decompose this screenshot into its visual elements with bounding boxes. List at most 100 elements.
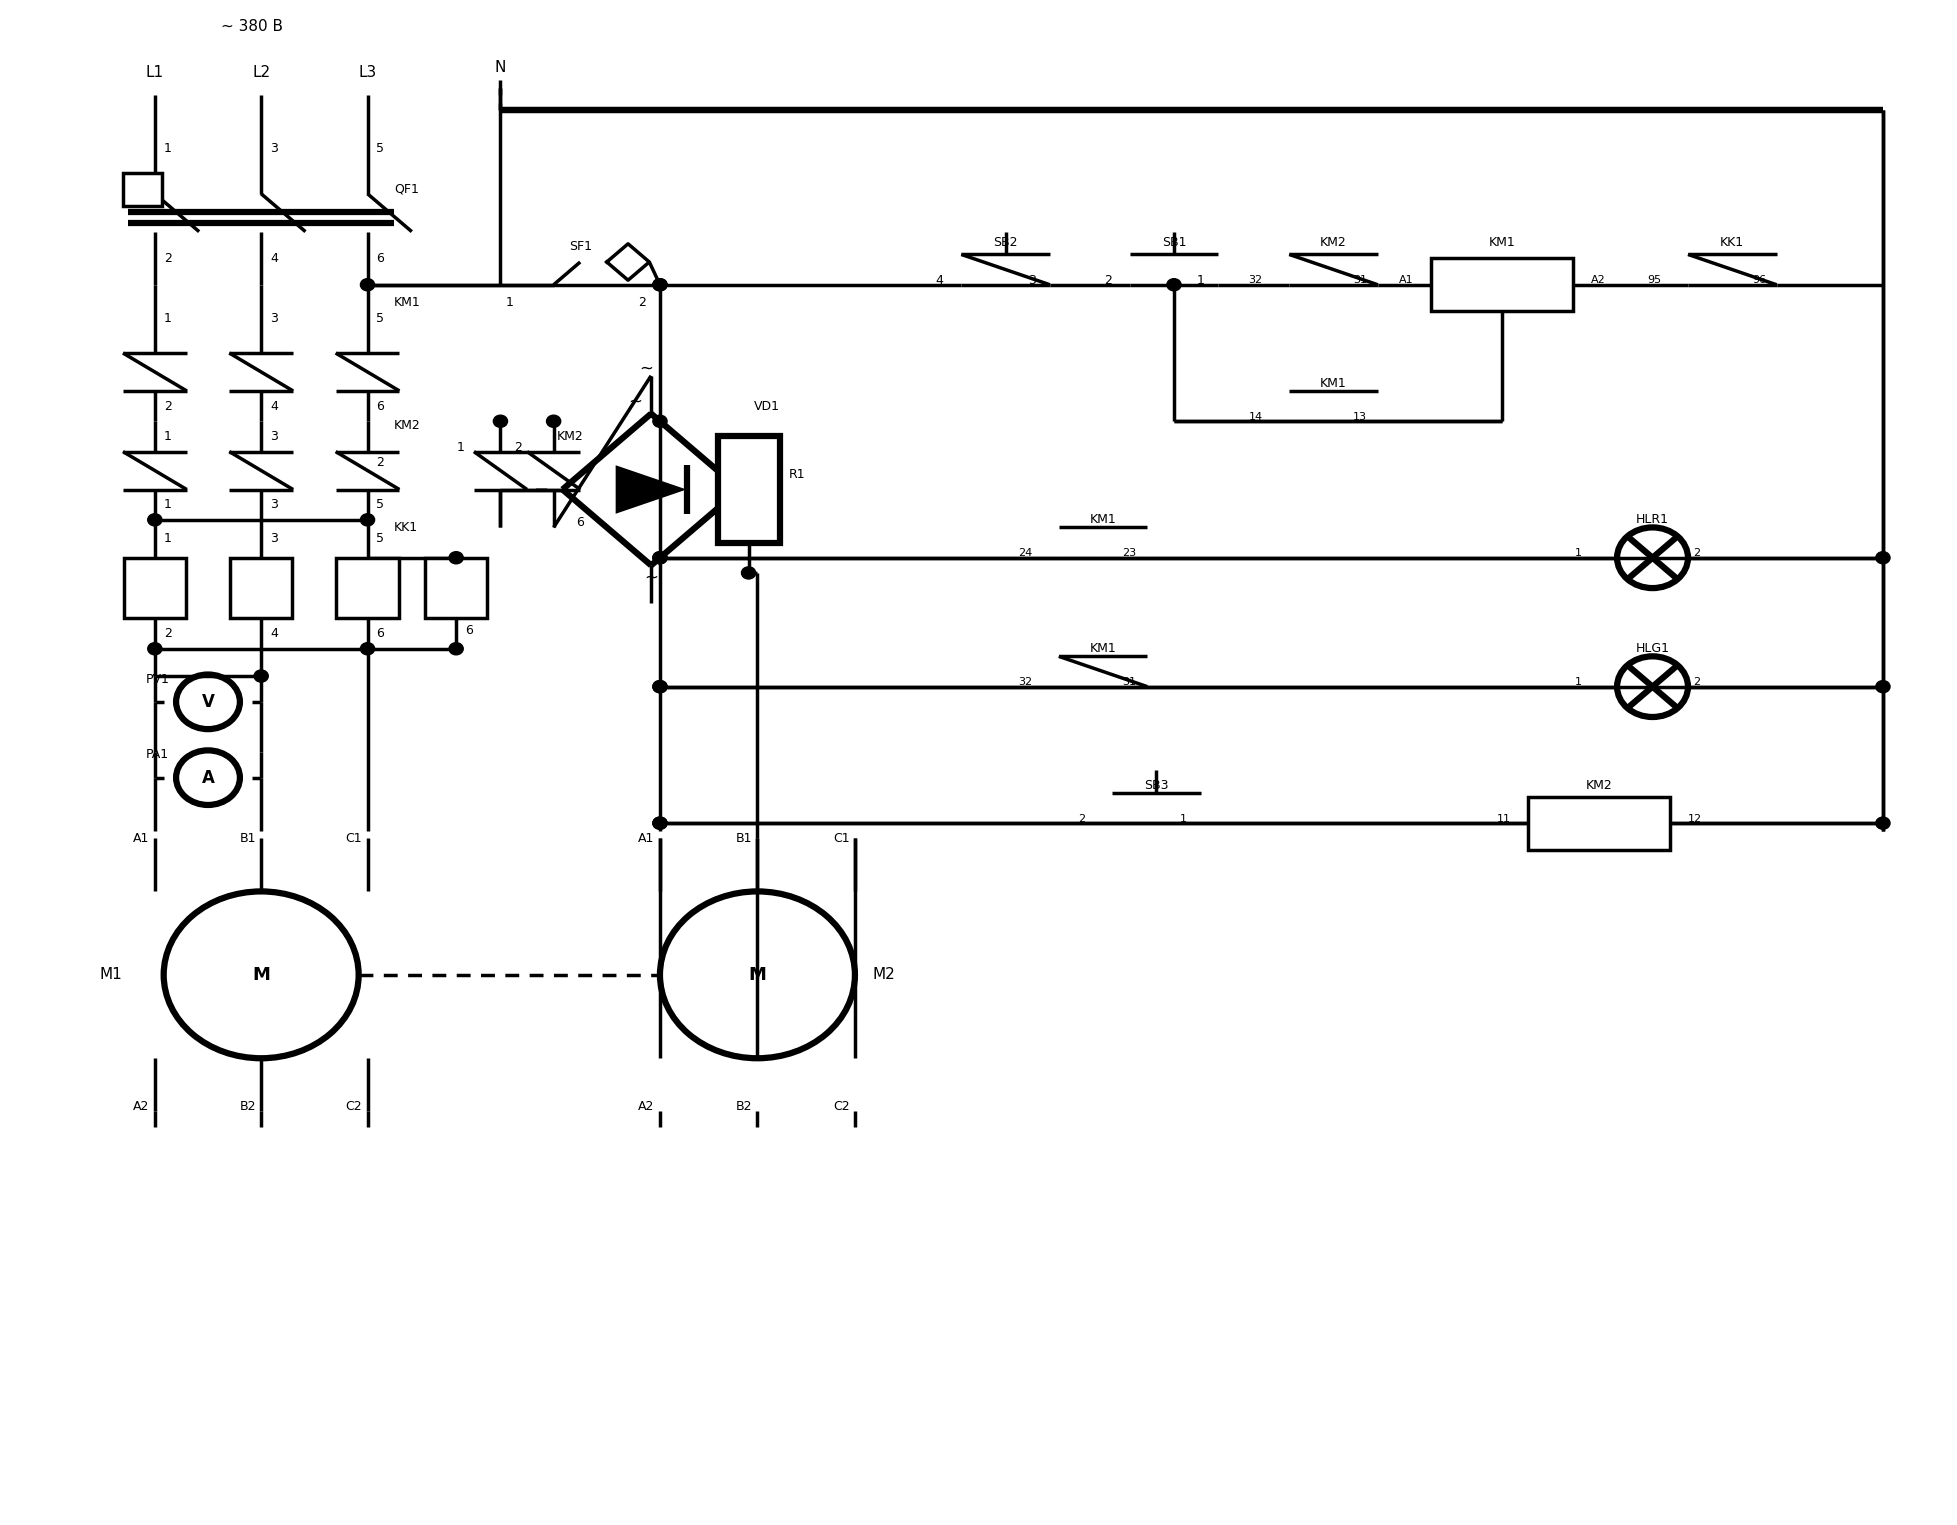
Text: 2: 2 (515, 441, 523, 453)
Text: 5: 5 (376, 499, 384, 511)
Circle shape (254, 669, 268, 682)
Circle shape (546, 415, 560, 427)
Circle shape (448, 552, 464, 564)
Text: 2: 2 (1078, 814, 1084, 824)
Text: 3: 3 (270, 532, 278, 546)
Bar (716, 436, 779, 543)
Text: 1: 1 (1573, 677, 1581, 688)
Text: 1: 1 (164, 142, 172, 154)
Text: 1: 1 (164, 532, 172, 546)
Text: B1: B1 (239, 831, 256, 845)
Circle shape (652, 680, 667, 692)
Text: KM1: KM1 (1090, 642, 1115, 656)
Circle shape (1875, 817, 1889, 830)
Text: 5: 5 (429, 558, 436, 572)
Text: KM1: KM1 (1487, 236, 1515, 249)
Text: 6: 6 (376, 627, 384, 640)
Text: C2: C2 (832, 1100, 849, 1113)
Text: ~: ~ (644, 569, 658, 587)
Text: 5: 5 (376, 313, 384, 325)
Text: KM2: KM2 (393, 419, 421, 432)
Text: 6: 6 (376, 252, 384, 265)
Circle shape (652, 817, 667, 830)
Text: B2: B2 (736, 1100, 751, 1113)
Text: SB1: SB1 (1161, 236, 1186, 249)
Text: L3: L3 (358, 66, 376, 79)
Circle shape (147, 642, 162, 654)
Text: KM2: KM2 (558, 430, 583, 442)
Circle shape (652, 279, 667, 291)
Text: PA1: PA1 (147, 749, 168, 761)
Bar (123, 558, 186, 619)
Text: KM1: KM1 (1319, 377, 1346, 390)
Text: 95: 95 (1646, 274, 1661, 285)
Text: L1: L1 (147, 66, 164, 79)
Text: SB3: SB3 (1143, 779, 1168, 791)
Text: A2: A2 (638, 1100, 654, 1113)
Text: 2: 2 (1693, 547, 1699, 558)
Text: A1: A1 (638, 831, 654, 845)
Text: C1: C1 (832, 831, 849, 845)
Text: 4: 4 (270, 627, 278, 640)
Text: 4: 4 (935, 273, 943, 287)
Text: 3: 3 (1027, 273, 1035, 287)
Text: 1: 1 (1178, 814, 1186, 824)
Text: L2: L2 (252, 66, 270, 79)
Text: 2: 2 (164, 627, 172, 640)
Text: R1: R1 (789, 468, 804, 480)
Text: 3: 3 (270, 430, 278, 442)
Circle shape (742, 567, 755, 580)
Text: M: M (252, 965, 270, 984)
Polygon shape (614, 465, 687, 514)
Bar (425, 558, 487, 619)
Text: ~: ~ (628, 392, 642, 410)
Text: 3: 3 (270, 499, 278, 511)
Text: A2: A2 (1589, 274, 1605, 285)
Text: B1: B1 (736, 831, 751, 845)
Text: M1: M1 (100, 967, 121, 982)
Text: SB2: SB2 (992, 236, 1018, 249)
Text: 1: 1 (1573, 547, 1581, 558)
Text: A1: A1 (1397, 274, 1413, 285)
Text: 4: 4 (270, 252, 278, 265)
Text: 2: 2 (1693, 677, 1699, 688)
Text: 2: 2 (164, 252, 172, 265)
Text: 3: 3 (270, 313, 278, 325)
Text: C1: C1 (344, 831, 362, 845)
Text: 12: 12 (1687, 814, 1701, 824)
Text: 2: 2 (638, 296, 646, 310)
Text: KM1: KM1 (1090, 514, 1115, 526)
Text: HLG1: HLG1 (1634, 642, 1669, 656)
Circle shape (652, 552, 667, 564)
Text: KM2: KM2 (1585, 779, 1613, 791)
Text: 1: 1 (164, 313, 172, 325)
Text: 3: 3 (270, 142, 278, 154)
Text: 2: 2 (164, 400, 172, 413)
Text: 5: 5 (376, 532, 384, 546)
Text: 5: 5 (376, 142, 384, 154)
Text: VD1: VD1 (753, 400, 779, 413)
Text: C2: C2 (344, 1100, 362, 1113)
Text: 1: 1 (164, 499, 172, 511)
Text: B2: B2 (239, 1100, 256, 1113)
Text: KM2: KM2 (1319, 236, 1346, 249)
Text: 4: 4 (270, 400, 278, 413)
Text: ~ 380 B: ~ 380 B (221, 20, 284, 35)
Text: 1: 1 (164, 430, 172, 442)
Circle shape (360, 514, 374, 526)
Circle shape (360, 642, 374, 654)
Text: 14: 14 (1249, 412, 1262, 422)
Text: 31: 31 (1121, 677, 1137, 688)
Circle shape (652, 415, 667, 427)
Circle shape (1875, 680, 1889, 692)
Text: 2: 2 (1104, 273, 1112, 287)
Text: KK1: KK1 (393, 522, 419, 534)
Text: HLR1: HLR1 (1636, 514, 1667, 526)
Text: 23: 23 (1121, 547, 1137, 558)
Text: 6: 6 (575, 517, 583, 529)
Circle shape (652, 817, 667, 830)
Circle shape (1166, 279, 1180, 291)
Circle shape (652, 552, 667, 564)
Text: M: M (748, 965, 765, 984)
Text: PV1: PV1 (147, 673, 170, 686)
